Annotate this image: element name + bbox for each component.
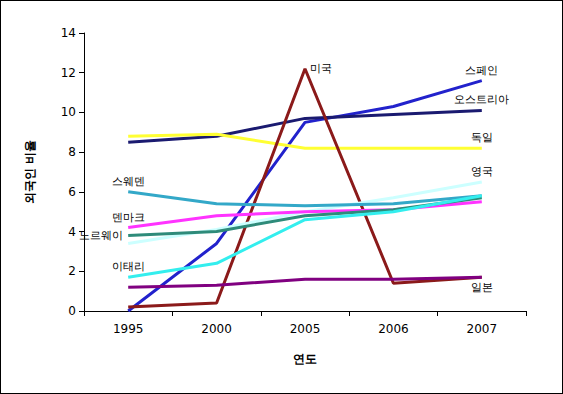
svg-text:독일: 독일 (471, 131, 493, 144)
svg-text:1995: 1995 (113, 322, 144, 336)
svg-text:14: 14 (61, 26, 76, 40)
svg-text:12: 12 (61, 66, 76, 80)
svg-text:외국인 비율: 외국인 비율 (23, 140, 37, 204)
svg-text:2: 2 (68, 264, 76, 278)
svg-text:2005: 2005 (290, 322, 321, 336)
svg-text:2007: 2007 (467, 322, 498, 336)
svg-text:10: 10 (61, 105, 76, 119)
svg-text:4: 4 (68, 225, 76, 239)
svg-text:이태리: 이태리 (112, 260, 145, 273)
svg-text:오스트리아: 오스트리아 (454, 93, 509, 106)
svg-text:스페인: 스페인 (465, 64, 498, 77)
svg-text:영국: 영국 (471, 165, 493, 178)
svg-text:2006: 2006 (378, 322, 409, 336)
svg-text:2000: 2000 (201, 322, 232, 336)
svg-text:연도: 연도 (293, 352, 317, 366)
svg-text:0: 0 (68, 304, 76, 318)
svg-text:일본: 일본 (471, 281, 493, 294)
svg-text:8: 8 (68, 145, 76, 159)
svg-text:6: 6 (68, 185, 76, 199)
svg-text:노르웨이: 노르웨이 (79, 229, 123, 242)
svg-text:덴마크: 덴마크 (112, 211, 145, 224)
svg-text:스웨덴: 스웨덴 (112, 175, 145, 188)
svg-text:미국: 미국 (310, 62, 332, 75)
